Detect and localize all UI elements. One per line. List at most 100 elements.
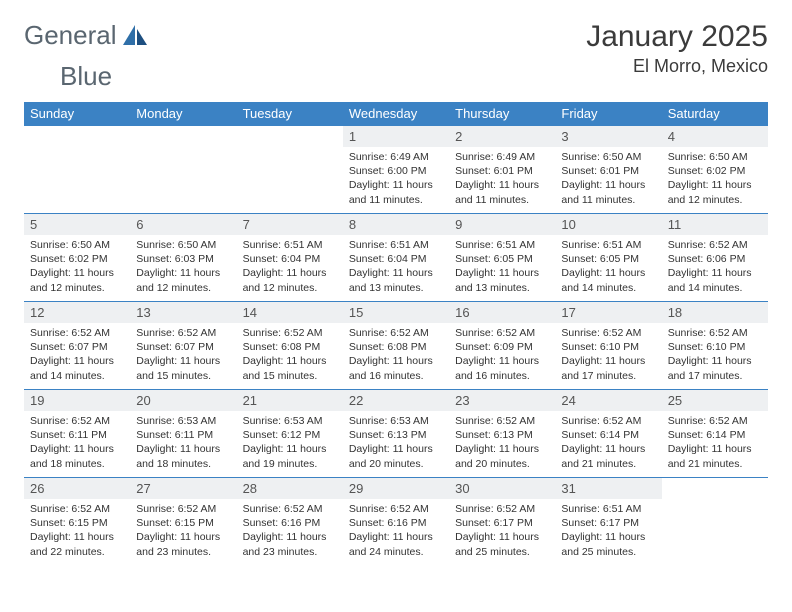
sunset-line: Sunset: 6:06 PM	[668, 252, 762, 266]
daylight-line: Daylight: 11 hours and 11 minutes.	[455, 178, 549, 206]
daylight-line: Daylight: 11 hours and 12 minutes.	[243, 266, 337, 294]
calendar-day-cell: 20Sunrise: 6:53 AMSunset: 6:11 PMDayligh…	[130, 390, 236, 478]
sunrise-line: Sunrise: 6:49 AM	[455, 150, 549, 164]
day-number: 15	[343, 302, 449, 323]
sunset-line: Sunset: 6:07 PM	[136, 340, 230, 354]
day-number: 18	[662, 302, 768, 323]
daylight-line: Daylight: 11 hours and 21 minutes.	[668, 442, 762, 470]
day-number: 10	[555, 214, 661, 235]
day-details: Sunrise: 6:50 AMSunset: 6:01 PMDaylight:…	[555, 147, 661, 211]
sunset-line: Sunset: 6:14 PM	[561, 428, 655, 442]
calendar-day-cell: 13Sunrise: 6:52 AMSunset: 6:07 PMDayligh…	[130, 302, 236, 390]
daylight-line: Daylight: 11 hours and 12 minutes.	[136, 266, 230, 294]
brand-logo: General	[24, 20, 151, 51]
day-details: Sunrise: 6:50 AMSunset: 6:02 PMDaylight:…	[24, 235, 130, 299]
daylight-line: Daylight: 11 hours and 14 minutes.	[668, 266, 762, 294]
sunrise-line: Sunrise: 6:52 AM	[561, 414, 655, 428]
daylight-line: Daylight: 11 hours and 17 minutes.	[668, 354, 762, 382]
daylight-line: Daylight: 11 hours and 24 minutes.	[349, 530, 443, 558]
day-details: Sunrise: 6:52 AMSunset: 6:08 PMDaylight:…	[343, 323, 449, 387]
day-number: 12	[24, 302, 130, 323]
sunset-line: Sunset: 6:01 PM	[455, 164, 549, 178]
calendar-day-cell: 23Sunrise: 6:52 AMSunset: 6:13 PMDayligh…	[449, 390, 555, 478]
weekday-header: Tuesday	[237, 102, 343, 126]
day-number: 30	[449, 478, 555, 499]
sunset-line: Sunset: 6:10 PM	[561, 340, 655, 354]
sunrise-line: Sunrise: 6:50 AM	[30, 238, 124, 252]
sunset-line: Sunset: 6:11 PM	[136, 428, 230, 442]
sunset-line: Sunset: 6:17 PM	[561, 516, 655, 530]
sunrise-line: Sunrise: 6:53 AM	[349, 414, 443, 428]
daylight-line: Daylight: 11 hours and 17 minutes.	[561, 354, 655, 382]
sunrise-line: Sunrise: 6:52 AM	[561, 326, 655, 340]
daylight-line: Daylight: 11 hours and 13 minutes.	[349, 266, 443, 294]
day-number: 29	[343, 478, 449, 499]
day-details: Sunrise: 6:53 AMSunset: 6:12 PMDaylight:…	[237, 411, 343, 475]
sunrise-line: Sunrise: 6:52 AM	[455, 502, 549, 516]
calendar-day-cell: 10Sunrise: 6:51 AMSunset: 6:05 PMDayligh…	[555, 214, 661, 302]
sunrise-line: Sunrise: 6:52 AM	[30, 326, 124, 340]
day-details: Sunrise: 6:52 AMSunset: 6:08 PMDaylight:…	[237, 323, 343, 387]
calendar-day-cell	[237, 126, 343, 214]
day-details: Sunrise: 6:52 AMSunset: 6:14 PMDaylight:…	[662, 411, 768, 475]
calendar-day-cell: 19Sunrise: 6:52 AMSunset: 6:11 PMDayligh…	[24, 390, 130, 478]
day-number: 5	[24, 214, 130, 235]
day-details: Sunrise: 6:51 AMSunset: 6:04 PMDaylight:…	[237, 235, 343, 299]
day-number: 9	[449, 214, 555, 235]
sunset-line: Sunset: 6:13 PM	[349, 428, 443, 442]
calendar-table: SundayMondayTuesdayWednesdayThursdayFrid…	[24, 102, 768, 566]
sunrise-line: Sunrise: 6:52 AM	[30, 502, 124, 516]
day-number: 25	[662, 390, 768, 411]
calendar-day-cell: 29Sunrise: 6:52 AMSunset: 6:16 PMDayligh…	[343, 478, 449, 566]
weekday-header: Saturday	[662, 102, 768, 126]
day-details: Sunrise: 6:52 AMSunset: 6:11 PMDaylight:…	[24, 411, 130, 475]
sunrise-line: Sunrise: 6:52 AM	[136, 502, 230, 516]
daylight-line: Daylight: 11 hours and 23 minutes.	[243, 530, 337, 558]
calendar-day-cell: 24Sunrise: 6:52 AMSunset: 6:14 PMDayligh…	[555, 390, 661, 478]
day-number: 27	[130, 478, 236, 499]
day-number: 2	[449, 126, 555, 147]
calendar-day-cell: 18Sunrise: 6:52 AMSunset: 6:10 PMDayligh…	[662, 302, 768, 390]
calendar-day-cell: 21Sunrise: 6:53 AMSunset: 6:12 PMDayligh…	[237, 390, 343, 478]
sunrise-line: Sunrise: 6:51 AM	[455, 238, 549, 252]
day-number	[237, 126, 343, 147]
calendar-day-cell: 3Sunrise: 6:50 AMSunset: 6:01 PMDaylight…	[555, 126, 661, 214]
day-number: 28	[237, 478, 343, 499]
day-number: 19	[24, 390, 130, 411]
sunset-line: Sunset: 6:07 PM	[30, 340, 124, 354]
sunset-line: Sunset: 6:05 PM	[561, 252, 655, 266]
day-details	[130, 147, 236, 154]
daylight-line: Daylight: 11 hours and 18 minutes.	[136, 442, 230, 470]
sunset-line: Sunset: 6:16 PM	[349, 516, 443, 530]
day-number: 14	[237, 302, 343, 323]
day-details: Sunrise: 6:50 AMSunset: 6:02 PMDaylight:…	[662, 147, 768, 211]
calendar-week-row: 12Sunrise: 6:52 AMSunset: 6:07 PMDayligh…	[24, 302, 768, 390]
day-details: Sunrise: 6:52 AMSunset: 6:13 PMDaylight:…	[449, 411, 555, 475]
day-number: 20	[130, 390, 236, 411]
day-number: 6	[130, 214, 236, 235]
sunset-line: Sunset: 6:11 PM	[30, 428, 124, 442]
sunrise-line: Sunrise: 6:52 AM	[455, 326, 549, 340]
sunrise-line: Sunrise: 6:51 AM	[349, 238, 443, 252]
sunrise-line: Sunrise: 6:52 AM	[243, 502, 337, 516]
calendar-day-cell: 27Sunrise: 6:52 AMSunset: 6:15 PMDayligh…	[130, 478, 236, 566]
sunrise-line: Sunrise: 6:51 AM	[561, 502, 655, 516]
weekday-header: Sunday	[24, 102, 130, 126]
daylight-line: Daylight: 11 hours and 13 minutes.	[455, 266, 549, 294]
day-number	[130, 126, 236, 147]
sunset-line: Sunset: 6:00 PM	[349, 164, 443, 178]
sunset-line: Sunset: 6:17 PM	[455, 516, 549, 530]
daylight-line: Daylight: 11 hours and 15 minutes.	[243, 354, 337, 382]
day-details: Sunrise: 6:52 AMSunset: 6:06 PMDaylight:…	[662, 235, 768, 299]
calendar-day-cell: 28Sunrise: 6:52 AMSunset: 6:16 PMDayligh…	[237, 478, 343, 566]
sunset-line: Sunset: 6:13 PM	[455, 428, 549, 442]
calendar-day-cell: 5Sunrise: 6:50 AMSunset: 6:02 PMDaylight…	[24, 214, 130, 302]
calendar-day-cell: 6Sunrise: 6:50 AMSunset: 6:03 PMDaylight…	[130, 214, 236, 302]
day-details: Sunrise: 6:50 AMSunset: 6:03 PMDaylight:…	[130, 235, 236, 299]
day-number: 22	[343, 390, 449, 411]
weekday-header: Friday	[555, 102, 661, 126]
day-number: 17	[555, 302, 661, 323]
daylight-line: Daylight: 11 hours and 15 minutes.	[136, 354, 230, 382]
day-number: 11	[662, 214, 768, 235]
day-details: Sunrise: 6:49 AMSunset: 6:00 PMDaylight:…	[343, 147, 449, 211]
